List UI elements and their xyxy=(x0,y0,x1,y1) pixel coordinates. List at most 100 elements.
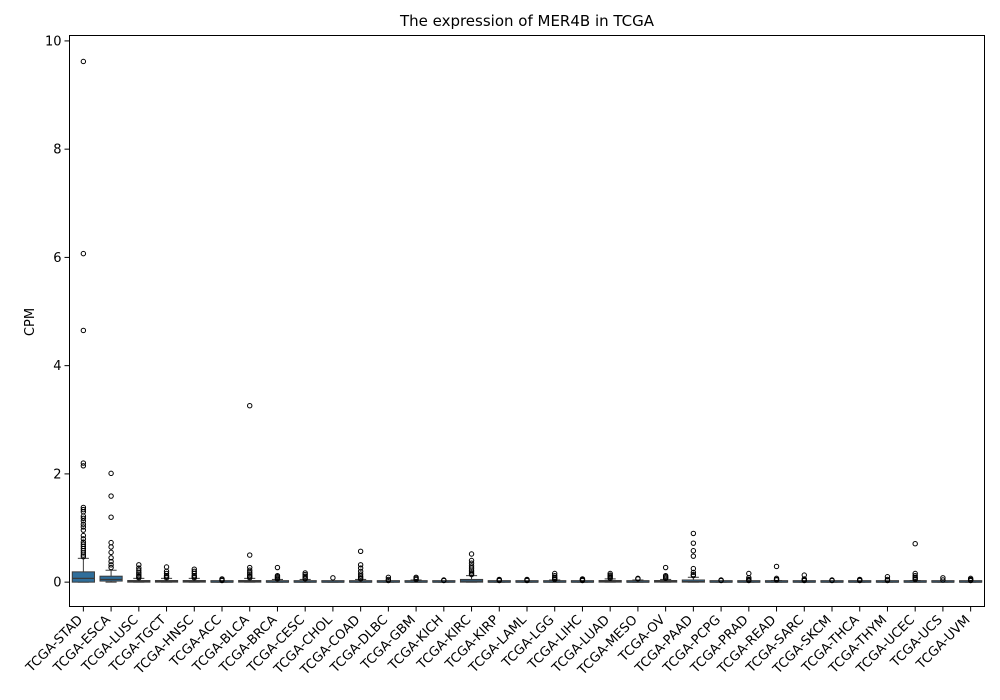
outlier-point xyxy=(108,539,114,546)
outlier-point xyxy=(357,576,364,582)
outlier-point xyxy=(302,576,308,582)
axes-frame xyxy=(69,35,985,607)
outlier-point xyxy=(247,403,253,409)
outlier-point xyxy=(191,575,197,581)
outlier-point xyxy=(468,569,475,575)
outlier-point xyxy=(108,549,114,556)
outlier-point xyxy=(662,564,669,571)
outlier-point xyxy=(385,577,392,584)
outlier-point xyxy=(80,554,87,560)
outlier-point xyxy=(136,575,142,581)
outlier-point xyxy=(136,562,142,568)
outlier-point xyxy=(746,575,752,581)
outlier-point xyxy=(80,552,87,558)
outlier-point xyxy=(274,564,281,571)
outlier-point xyxy=(80,250,87,257)
outlier-point xyxy=(357,565,364,571)
outlier-point xyxy=(496,577,502,584)
outlier-point xyxy=(274,576,281,582)
outlier-point xyxy=(357,548,364,554)
outlier-point xyxy=(163,564,170,570)
y-tick-label: 8 xyxy=(53,143,61,158)
outlier-point xyxy=(108,562,114,568)
outlier-point xyxy=(136,567,142,573)
outlier-point xyxy=(80,536,87,542)
y-axis-label: CPM xyxy=(23,308,38,336)
outlier-point xyxy=(718,577,724,584)
outlier-point xyxy=(441,577,447,584)
outlier-point xyxy=(163,575,170,581)
outlier-point xyxy=(884,574,891,580)
outlier-point xyxy=(80,327,87,334)
outlier-point xyxy=(108,564,114,571)
outlier-point xyxy=(690,565,697,572)
outlier-point xyxy=(884,577,891,584)
y-tick-label: 2 xyxy=(53,467,61,482)
outlier-point xyxy=(940,575,946,581)
outlier-point xyxy=(690,540,697,546)
box xyxy=(99,575,123,582)
outlier-point xyxy=(108,514,114,520)
outlier-point xyxy=(940,577,946,583)
outlier-point xyxy=(302,573,308,579)
outlier-point xyxy=(80,506,87,513)
y-tick-label: 10 xyxy=(45,34,62,49)
outlier-point xyxy=(857,577,863,584)
outlier-point xyxy=(80,550,87,556)
outlier-point xyxy=(247,575,253,581)
y-tick-label: 0 xyxy=(53,576,61,591)
outlier-point xyxy=(330,575,336,581)
outlier-point xyxy=(690,569,697,576)
outlier-point xyxy=(468,571,475,578)
outlier-point xyxy=(524,577,530,584)
outlier-point xyxy=(80,518,87,524)
outlier-point xyxy=(468,557,475,564)
outlier-point xyxy=(80,524,87,530)
outlier-point xyxy=(690,572,697,579)
outlier-point xyxy=(80,521,87,527)
chart-title: The expression of MER4B in TCGA xyxy=(399,12,655,30)
outlier-point xyxy=(746,570,752,577)
outlier-point xyxy=(108,493,114,499)
outlier-point xyxy=(385,574,392,580)
outlier-point xyxy=(690,553,697,559)
outlier-point xyxy=(579,577,586,584)
outlier-point xyxy=(468,551,475,557)
outlier-point xyxy=(829,577,835,584)
outlier-point xyxy=(912,572,918,579)
outlier-point xyxy=(552,576,558,583)
outlier-point xyxy=(912,576,918,583)
outlier-point xyxy=(80,460,87,466)
outlier-point xyxy=(357,573,364,579)
outlier-point xyxy=(912,541,918,547)
outlier-point xyxy=(247,552,253,558)
outlier-point xyxy=(413,576,419,583)
outlier-point xyxy=(108,558,114,565)
outlier-point xyxy=(108,470,114,477)
outlier-point xyxy=(219,577,225,584)
outlier-point xyxy=(80,58,87,65)
outlier-point xyxy=(690,530,697,537)
box xyxy=(71,571,95,583)
outlier-point xyxy=(552,572,558,579)
outlier-point xyxy=(108,544,114,550)
outlier-point xyxy=(801,577,807,584)
y-tick-label: 4 xyxy=(53,359,61,374)
outlier-point xyxy=(967,577,974,584)
outlier-point xyxy=(773,563,780,570)
outlier-point xyxy=(247,571,253,577)
outlier-point xyxy=(80,532,87,539)
outlier-point xyxy=(690,548,697,554)
outlier-point xyxy=(746,577,752,584)
plot-area: 0246810TCGA-STADTCGA-ESCATCGA-LUSCTCGA-T… xyxy=(23,34,983,679)
outlier-point xyxy=(80,515,87,521)
outlier-point xyxy=(80,463,87,469)
outlier-point xyxy=(136,571,142,577)
outlier-point xyxy=(108,555,114,561)
outlier-point xyxy=(357,562,364,568)
y-tick-label: 6 xyxy=(53,251,61,266)
outlier-point xyxy=(80,527,87,533)
outlier-point xyxy=(247,567,253,573)
